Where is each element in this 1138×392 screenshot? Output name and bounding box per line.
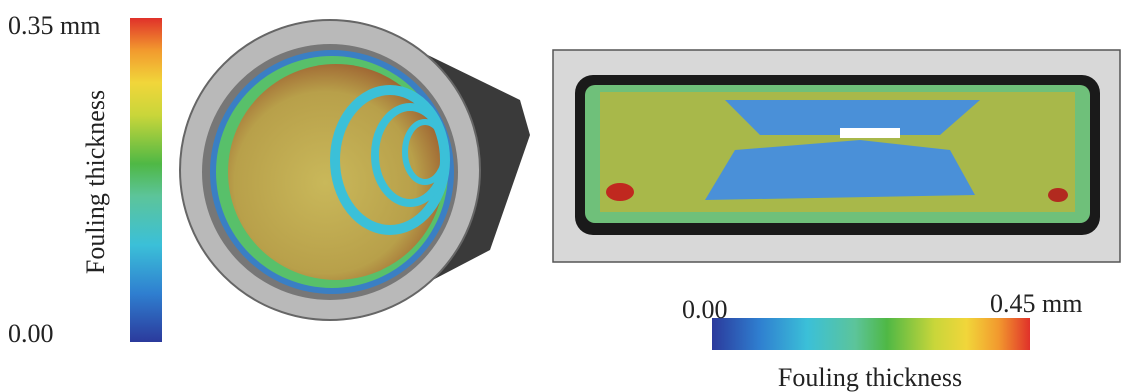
colorbar-min: 0.00 — [8, 319, 54, 348]
colorbar-title: Fouling thickness — [778, 363, 962, 392]
pipe-render — [180, 20, 530, 320]
figure: 0.35 mm 0.00 Fouling thickness 0.00 0.45… — [0, 0, 1138, 392]
colorbar-max: 0.35 mm — [8, 11, 100, 40]
page: 0.35 mm 0.00 Fouling thickness 0.00 0.45… — [0, 0, 1138, 392]
colorbar-left — [130, 18, 162, 342]
colorbar-max: 0.45 mm — [990, 289, 1082, 318]
colorbar-title: Fouling thickness — [81, 90, 110, 274]
colorbar-right — [712, 318, 1030, 350]
channel-render — [553, 50, 1120, 262]
colorbar-min: 0.00 — [682, 295, 728, 324]
